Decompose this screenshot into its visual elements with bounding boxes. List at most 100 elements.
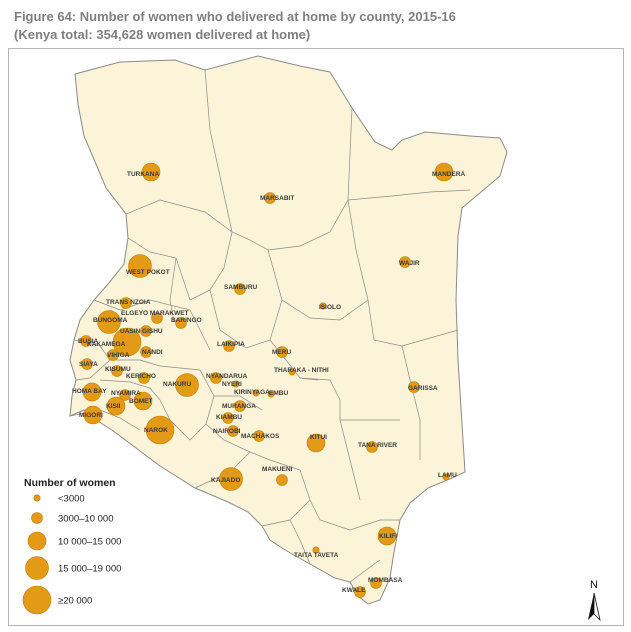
label-west-pokot: WEST POKOT [126, 269, 170, 276]
bubble-mombasa [370, 577, 382, 589]
bubble-west-pokot [128, 254, 152, 278]
county-border-17 [110, 359, 161, 367]
bubble-homa-bay [82, 382, 102, 402]
county-border-4 [347, 199, 459, 347]
label-kericho: KERICHO [126, 373, 156, 380]
county-border-10 [209, 289, 283, 349]
legend-title: Number of women [24, 477, 116, 489]
county-border-5 [267, 249, 369, 321]
label-garissa: GARISSA [408, 385, 438, 392]
label-vihiga: VIHIGA [107, 352, 130, 359]
bubble-trans-nzoia [120, 297, 132, 309]
bubble-meru [276, 346, 288, 358]
bubble-nyandarua [210, 372, 222, 384]
bubble-machakos [253, 430, 265, 442]
legend-symbol-3 [27, 531, 47, 551]
legend-symbol-2 [31, 512, 43, 524]
bubble-mandera [434, 162, 454, 182]
label-isiolo: ISIOLO [319, 304, 341, 311]
bubble-kirinyaga [252, 389, 260, 397]
legend-label-5: ≥20 000 [58, 596, 92, 607]
county-border-7 [127, 237, 191, 301]
bubble-tana-river [366, 441, 378, 453]
county-border-18 [99, 379, 161, 401]
bubble-kiambu [222, 412, 234, 424]
label-tharaka-nithi: THARAKA - NITHI [274, 367, 329, 374]
bubble-kisii [106, 396, 126, 416]
bubble-nandi [140, 346, 152, 358]
label-wajir: WAJIR [399, 260, 420, 267]
label-meru: MERU [272, 349, 291, 356]
bubble-nyamira [119, 389, 131, 401]
label-nyeri: NYERI [222, 381, 242, 388]
label-kiambu: KIAMBU [216, 414, 242, 421]
legend-symbol-1 [33, 494, 41, 502]
label-mandera: MANDERA [432, 171, 466, 178]
label-laikipia: LAIKIPIA [217, 341, 245, 348]
label-baringo: BARINGO [171, 317, 202, 324]
bubble-lamu [442, 473, 450, 481]
county-border-13 [299, 377, 361, 501]
kenya-outline-layer [69, 55, 508, 605]
label-bomet: BOMET [129, 398, 153, 405]
county-border-23 [214, 395, 263, 411]
legend-label-2: 3000–10 000 [58, 514, 113, 525]
label-narok: NAROK [144, 427, 168, 434]
legend-label-3: 10 000–15 000 [58, 537, 121, 548]
label-kirinyaga: KIRINYAGA [234, 389, 270, 396]
bubble-nyeri [232, 380, 240, 388]
bubble-laikipia [223, 340, 235, 352]
label-turkana: TURKANA [127, 171, 159, 178]
bubble-kakamega [112, 327, 142, 357]
legend-items: <3000 3000–10 000 10 000–15 000 15 000–19 0… [22, 494, 121, 615]
bubble-kitui [306, 433, 326, 453]
bubble-garissa [408, 381, 420, 393]
county-border-15 [93, 299, 151, 311]
label-kitui: KITUI [310, 434, 327, 441]
label-marsabit: MARSABIT [260, 195, 294, 202]
bubble-isiolo [319, 302, 327, 310]
county-label-layer: TURKANA MANDERA MARSABIT WAJIR WEST POKOT SAM… [72, 171, 466, 594]
legend-label-4: 15 000–19 000 [58, 564, 121, 575]
title-line-1: Figure 64: Number of women who delivered… [14, 9, 456, 24]
legend-symbol-4 [25, 556, 49, 580]
county-border-21 [205, 423, 251, 453]
label-tana-river: TANA RIVER [358, 442, 397, 449]
bubble-tharaka-nithi [288, 368, 296, 376]
bubble-samburu [234, 283, 246, 295]
bubble-makueni [276, 474, 288, 486]
bubble-kisumu [111, 365, 123, 377]
bubble-kilifi [377, 526, 397, 546]
bubble-uasin-gishu [140, 325, 152, 337]
label-embu: EMBU [269, 390, 288, 397]
label-nakuru: NAKURU [163, 381, 191, 388]
county-border-24 [249, 451, 311, 501]
county-border-8 [169, 257, 177, 323]
county-border-3 [347, 189, 471, 201]
label-samburu: SAMBURU [224, 284, 258, 291]
kenya-outline [69, 55, 508, 605]
county-border-22 [159, 399, 207, 441]
county-border-6 [189, 231, 233, 301]
label-kisumu: KISUMU [105, 366, 131, 373]
label-busia: BUSIA [78, 338, 99, 345]
north-arrow-icon [588, 593, 594, 620]
county-border-29 [349, 559, 381, 583]
label-mombasa: MOMBASA [368, 577, 403, 584]
bubble-wajir [399, 256, 411, 268]
title-line-2: (Kenya total: 354,628 women delivered at… [14, 27, 311, 42]
bubble-baringo [175, 317, 187, 329]
bubble-layer [80, 162, 454, 598]
label-kilifi: KILIFI [379, 533, 397, 540]
bubble-marsabit [264, 192, 276, 204]
label-kajiado: KAJIADO [211, 477, 240, 484]
county-borders [69, 69, 471, 583]
bubble-busia [80, 335, 92, 347]
bubble-embu [267, 390, 275, 398]
county-border-2 [267, 107, 353, 251]
label-uasin-gishu: UASIN GISHU [120, 328, 163, 335]
bubble-kajiado [219, 467, 243, 491]
label-migori: MIGORI [79, 412, 103, 419]
bubble-elgeyo-marakwet [151, 312, 163, 324]
